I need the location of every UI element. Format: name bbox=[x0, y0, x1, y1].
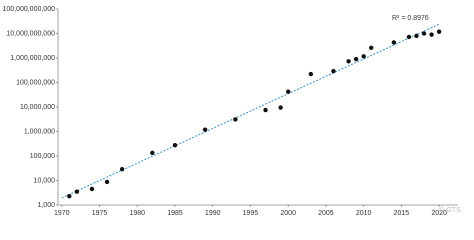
data-point bbox=[172, 143, 178, 148]
x-tick-label: 2015 bbox=[394, 210, 410, 217]
data-point bbox=[74, 189, 80, 194]
y-tick-label: 10,000,000,000 bbox=[6, 30, 55, 37]
y-tick-label: 10,000,000 bbox=[20, 104, 55, 111]
y-tick-label: 100,000 bbox=[30, 153, 55, 160]
data-point bbox=[406, 34, 412, 40]
data-point bbox=[361, 54, 366, 59]
y-tick-label: 1,000,000 bbox=[24, 128, 55, 135]
data-point bbox=[421, 31, 427, 36]
data-point bbox=[278, 105, 283, 110]
x-tick-label: 2005 bbox=[318, 210, 334, 217]
x-tick-label: 2000 bbox=[280, 210, 296, 217]
y-tick-label: 1,000 bbox=[37, 202, 55, 209]
watermark: © GTS bbox=[439, 206, 461, 214]
data-point bbox=[119, 166, 125, 172]
x-tick-label: 1980 bbox=[129, 210, 145, 217]
chart: 2020 2015 2010 2005 2000 1995 1990 1985 1980 1975… bbox=[2, 6, 461, 217]
y-tick-label: 10,000 bbox=[34, 177, 56, 184]
data-point bbox=[436, 29, 442, 34]
data-point bbox=[369, 45, 374, 51]
trendline bbox=[61, 23, 440, 199]
data-point bbox=[202, 127, 208, 132]
x-tick-label: 1985 bbox=[167, 210, 183, 217]
data-point bbox=[233, 117, 238, 122]
data-point bbox=[308, 71, 314, 77]
data-point bbox=[67, 193, 72, 199]
data-point bbox=[331, 68, 336, 74]
data-point bbox=[346, 59, 351, 64]
x-tick-label: 2010 bbox=[356, 210, 372, 217]
x-tick-label: 1990 bbox=[205, 210, 221, 217]
y-tick-label: 1,000,000,000 bbox=[10, 55, 55, 62]
x-tick-label: 1970 bbox=[54, 210, 70, 217]
data-point bbox=[353, 56, 359, 62]
y-tick-label: 100,000,000,000 bbox=[2, 6, 55, 13]
data-point bbox=[89, 186, 95, 192]
data-point bbox=[263, 107, 268, 113]
x-tick-label: 1975 bbox=[92, 210, 108, 217]
y-tick-label: 100,000,000 bbox=[16, 79, 55, 86]
data-point bbox=[285, 89, 291, 94]
x-tick-label: 2020 bbox=[431, 210, 447, 217]
data-point bbox=[391, 40, 397, 45]
data-point bbox=[150, 150, 155, 156]
data-point bbox=[104, 179, 110, 185]
data-point bbox=[414, 33, 419, 39]
x-tick-label: 1995 bbox=[243, 210, 259, 217]
data-point bbox=[429, 32, 434, 37]
r-squared: R² = 0.8976 bbox=[392, 15, 429, 22]
